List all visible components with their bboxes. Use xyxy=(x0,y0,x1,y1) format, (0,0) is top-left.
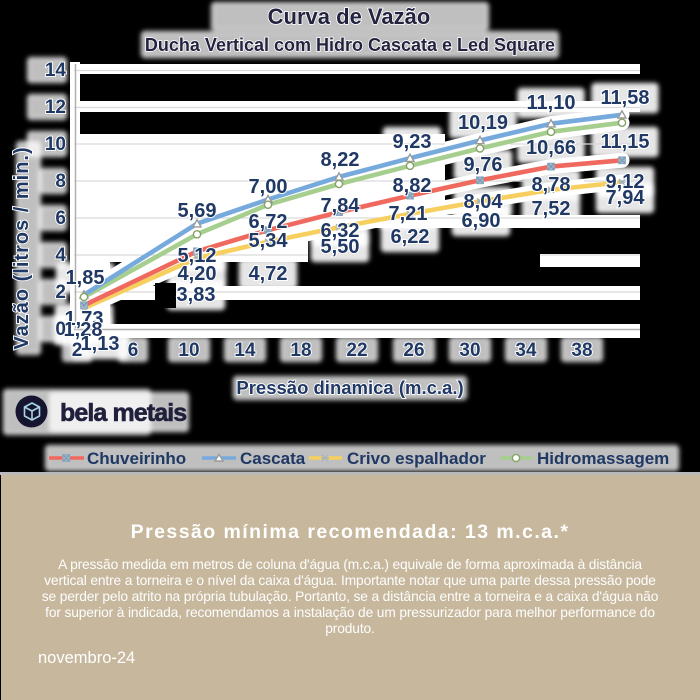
svg-text:6,72: 6,72 xyxy=(249,211,288,233)
svg-text:7,84: 7,84 xyxy=(321,195,361,217)
svg-text:Cascata: Cascata xyxy=(240,449,306,468)
svg-text:1,73: 1,73 xyxy=(65,308,104,330)
svg-text:11,58: 11,58 xyxy=(601,87,650,109)
svg-text:bela metais: bela metais xyxy=(60,399,186,427)
svg-text:0: 0 xyxy=(55,319,66,340)
svg-text:9,12: 9,12 xyxy=(606,171,645,193)
svg-text:10,19: 10,19 xyxy=(458,112,508,134)
svg-text:5,12: 5,12 xyxy=(178,245,217,267)
svg-text:4,72: 4,72 xyxy=(249,263,288,285)
svg-text:7,52: 7,52 xyxy=(532,198,571,220)
svg-text:30: 30 xyxy=(459,340,480,361)
svg-text:8,82: 8,82 xyxy=(393,175,432,197)
svg-text:8,22: 8,22 xyxy=(321,149,360,171)
svg-text:7,00: 7,00 xyxy=(249,176,288,198)
svg-text:Crivo espalhador: Crivo espalhador xyxy=(347,449,486,468)
svg-text:2: 2 xyxy=(72,340,83,361)
svg-text:4: 4 xyxy=(55,245,66,266)
svg-text:11,10: 11,10 xyxy=(527,92,576,114)
svg-text:7,21: 7,21 xyxy=(389,203,428,225)
svg-text:4,20: 4,20 xyxy=(178,263,217,285)
svg-text:6,90: 6,90 xyxy=(462,210,501,232)
svg-text:Vazão (litros / min.): Vazão (litros / min.) xyxy=(11,146,33,349)
svg-text:34: 34 xyxy=(515,340,537,361)
svg-text:38: 38 xyxy=(571,340,592,361)
svg-text:Curva de Vazão: Curva de Vazão xyxy=(268,4,431,29)
svg-text:6: 6 xyxy=(128,340,139,361)
svg-text:Hidromassagem: Hidromassagem xyxy=(537,449,669,468)
svg-text:11,15: 11,15 xyxy=(601,131,650,153)
svg-text:12: 12 xyxy=(45,97,66,118)
svg-text:26: 26 xyxy=(403,340,424,361)
svg-text:9,23: 9,23 xyxy=(393,131,432,153)
svg-text:10: 10 xyxy=(45,134,66,155)
svg-text:7,94: 7,94 xyxy=(606,187,646,209)
svg-text:1,13: 1,13 xyxy=(81,333,120,355)
svg-text:3,83: 3,83 xyxy=(177,284,216,306)
svg-text:6: 6 xyxy=(55,208,66,229)
svg-text:2: 2 xyxy=(55,282,66,303)
svg-text:9,76: 9,76 xyxy=(464,154,503,176)
svg-text:Chuveirinho: Chuveirinho xyxy=(87,449,186,468)
svg-text:8,78: 8,78 xyxy=(532,174,571,196)
svg-text:1,85: 1,85 xyxy=(66,267,105,289)
svg-text:22: 22 xyxy=(346,340,367,361)
svg-text:8,04: 8,04 xyxy=(464,191,504,213)
svg-text:10,66: 10,66 xyxy=(526,137,576,159)
svg-text:5,69: 5,69 xyxy=(178,200,217,222)
svg-text:14: 14 xyxy=(45,60,67,81)
svg-text:18: 18 xyxy=(290,340,311,361)
svg-text:Pressão dinamica (m.c.a.): Pressão dinamica (m.c.a.) xyxy=(236,377,463,398)
svg-text:1,28: 1,28 xyxy=(64,319,103,341)
svg-text:14: 14 xyxy=(234,340,256,361)
svg-text:Ducha Vertical com Hidro Casca: Ducha Vertical com Hidro Cascata e Led S… xyxy=(145,35,555,55)
svg-text:5,50: 5,50 xyxy=(321,236,360,258)
svg-text:10: 10 xyxy=(178,340,199,361)
svg-text:8: 8 xyxy=(55,171,66,192)
svg-text:6,22: 6,22 xyxy=(391,226,430,248)
svg-text:6,32: 6,32 xyxy=(321,220,360,242)
svg-text:5,34: 5,34 xyxy=(249,230,289,252)
